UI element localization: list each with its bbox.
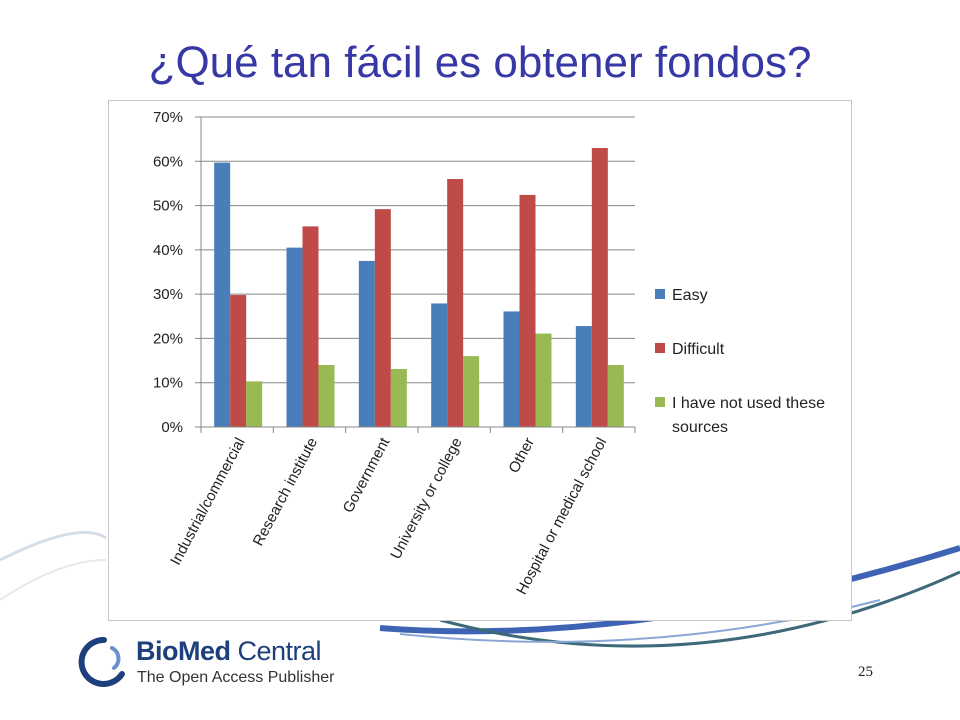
y-tick-label: 60% <box>153 153 183 170</box>
y-tick-label: 70% <box>153 109 183 126</box>
logo-name-regular: Central <box>230 636 322 666</box>
bar-chart: 0% 10% 20% 30% 40% 50% 60% 70% Industrial/comme… <box>153 109 825 597</box>
bar-i-3 <box>463 356 480 427</box>
x-tick-label: Industrial/commercial <box>167 435 249 568</box>
bar-easy-3 <box>431 303 448 427</box>
logo-name: BioMed Central <box>136 636 322 667</box>
y-tick-label: 10% <box>153 375 183 392</box>
bar-easy-2 <box>358 260 375 427</box>
biomed-logo-icon <box>78 636 125 687</box>
logo-name-bold: BioMed <box>136 636 231 666</box>
x-axis-ticks: Industrial/commercial Research institute G… <box>167 434 610 597</box>
bar-i-1 <box>318 365 335 427</box>
legend-label: Difficult <box>672 341 725 358</box>
y-tick-label: 30% <box>153 286 183 303</box>
y-tick-label: 50% <box>153 198 183 215</box>
bars <box>214 148 624 427</box>
legend: Easy Difficult I have not used these source… <box>655 287 825 436</box>
bar-i-5 <box>607 365 624 427</box>
y-tick-label: 0% <box>161 419 183 436</box>
logo-tagline: The Open Access Publisher <box>137 669 335 686</box>
slide-title: ¿Qué tan fácil es obtener fondos? <box>148 38 812 87</box>
x-tick-label: Government <box>340 434 394 516</box>
y-tick-label: 40% <box>153 242 183 259</box>
bar-easy-0 <box>214 162 231 427</box>
legend-label: Easy <box>672 287 708 304</box>
bar-difficult-5 <box>591 148 608 427</box>
bar-i-4 <box>535 333 552 427</box>
legend-swatch <box>655 397 665 407</box>
bar-difficult-1 <box>302 226 319 427</box>
biomed-central-logo: BioMed Central The Open Access Publisher <box>76 632 356 692</box>
y-axis-ticks: 0% 10% 20% 30% 40% 50% 60% 70% <box>153 109 183 436</box>
legend-label: I have not used these sources <box>672 395 825 436</box>
page-number: 25 <box>858 664 873 680</box>
bar-easy-4 <box>503 311 520 427</box>
bar-difficult-2 <box>374 209 391 427</box>
bar-difficult-3 <box>447 179 464 427</box>
bar-easy-5 <box>575 326 592 427</box>
bar-i-0 <box>246 381 263 427</box>
legend-swatch <box>655 289 665 299</box>
bar-easy-1 <box>286 247 303 427</box>
bar-difficult-4 <box>519 194 536 427</box>
legend-swatch <box>655 343 665 353</box>
bar-i-2 <box>390 368 407 427</box>
y-tick-label: 20% <box>153 330 183 347</box>
bar-difficult-0 <box>230 295 247 427</box>
axes <box>195 116 636 433</box>
x-tick-label: Research institute <box>250 435 321 549</box>
x-tick-label: Other <box>505 435 538 476</box>
gridlines <box>201 116 635 384</box>
x-tick-label: University or college <box>387 435 465 562</box>
chart-panel: 0% 10% 20% 30% 40% 50% 60% 70% Industrial/comme… <box>108 100 852 621</box>
